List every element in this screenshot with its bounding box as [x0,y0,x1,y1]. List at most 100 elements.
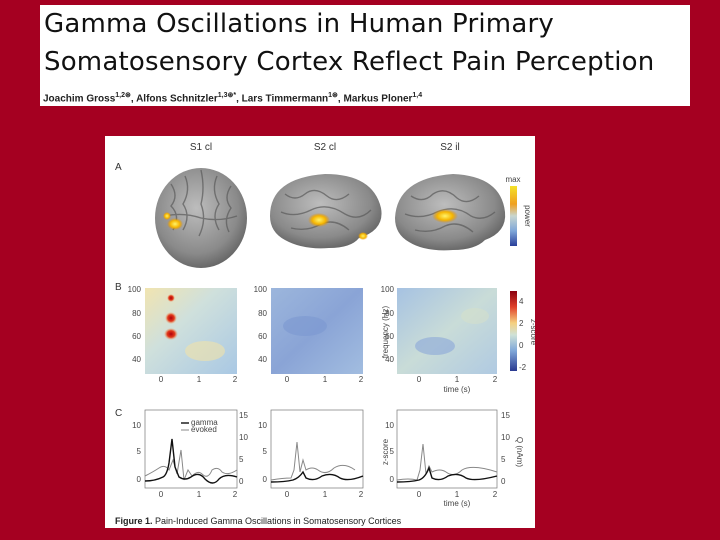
author-affiliation: 1,3⊛* [217,92,237,99]
timecourse-s2-cl: 10 5 0 [258,409,364,489]
timecourse-xaxis-ticks: 0 1 2 0 1 2 0 1 2 [159,490,498,499]
svg-text:2: 2 [493,490,498,499]
svg-text:40: 40 [132,355,141,364]
column-title-s1-cl: S1 cl [190,142,212,153]
caption-label: Figure 1. [115,516,153,526]
tf-xaxis-ticks: 0 1 2 0 1 2 0 1 2 [159,375,498,384]
author-list: Joachim Gross1,2⊛, Alfons Schnitzler1,3⊛… [43,91,422,104]
svg-text:10: 10 [501,433,510,442]
svg-text:0: 0 [239,477,244,486]
svg-text:10: 10 [239,433,248,442]
tf-map-s2-il [397,288,497,374]
timecourse-right-axis: 15 10 5 0 15 10 5 0 [239,411,510,486]
svg-text:60: 60 [385,332,394,341]
brain-image-s1-cl [155,168,247,268]
caption-text: Pain-Induced Gamma Oscillations in Somat… [152,516,402,526]
svg-text:60: 60 [258,332,267,341]
tf-yaxis-s1: 100 80 60 40 [128,285,142,364]
legend-gamma: gamma [191,418,218,427]
svg-text:2: 2 [359,375,364,384]
author-name: Alfons Schnitzler [136,93,218,105]
svg-text:0: 0 [285,375,290,384]
svg-text:15: 15 [501,411,510,420]
svg-text:80: 80 [385,309,394,318]
svg-text:0: 0 [159,375,164,384]
svg-text:2: 2 [233,490,238,499]
colorbar-power [510,186,517,246]
panel-label-a: A [115,162,122,173]
colorbar-zscore-ticks: 4 2 0 -2 [519,297,527,372]
svg-text:0: 0 [263,475,268,484]
svg-text:2: 2 [493,375,498,384]
figure-panel: S1 cl S2 cl S2 il A B C max power [105,136,535,528]
svg-text:100: 100 [128,285,142,294]
legend-evoked: evoked [191,425,217,434]
svg-text:5: 5 [263,447,268,456]
panel-label-c: C [115,408,122,419]
author-separator: , [130,93,137,105]
svg-text:0: 0 [285,490,290,499]
timecourse-s1-cl: gamma evoked 10 5 0 [132,409,238,489]
svg-text:10: 10 [132,421,141,430]
svg-text:0: 0 [390,475,395,484]
svg-text:0: 0 [417,490,422,499]
svg-text:2: 2 [359,490,364,499]
column-title-s2-cl: S2 cl [314,142,336,153]
svg-text:0: 0 [417,375,422,384]
column-title-s2-il: S2 il [440,142,459,153]
timecourse-xlabel: time (s) [444,499,471,508]
svg-text:80: 80 [258,309,267,318]
author-affiliation: 1,4 [412,92,423,99]
svg-text:-2: -2 [519,363,527,372]
svg-text:40: 40 [385,355,394,364]
paper-title-line-1: Gamma Oscillations in Human Primary [44,9,554,39]
author-name: Markus Ploner [343,93,413,105]
svg-text:0: 0 [159,490,164,499]
svg-text:80: 80 [132,309,141,318]
svg-text:1: 1 [197,490,202,499]
svg-text:5: 5 [137,447,142,456]
svg-text:5: 5 [239,455,244,464]
figure-caption: Figure 1. Pain-Induced Gamma Oscillation… [115,516,401,526]
svg-text:1: 1 [197,375,202,384]
tf-ylabel: frequency (Hz) [381,305,390,358]
colorbar-power-top: max [505,175,520,184]
svg-text:1: 1 [455,375,460,384]
brain-image-s2-cl [270,174,382,249]
svg-text:0: 0 [137,475,142,484]
author-affiliation: 1⊛ [328,92,338,99]
author-separator: , [236,93,242,105]
colorbar-zscore [510,291,517,371]
svg-text:0: 0 [501,477,506,486]
author-name: Lars Timmermann [241,93,329,105]
tf-xlabel: time (s) [444,385,471,394]
svg-text:15: 15 [239,411,248,420]
svg-text:10: 10 [258,421,267,430]
svg-text:2: 2 [233,375,238,384]
tf-map-s1-cl [145,288,237,374]
tf-map-s2-cl [271,288,363,374]
svg-text:5: 5 [501,455,506,464]
svg-text:2: 2 [519,319,524,328]
colorbar-zscore-label: z-score [529,319,535,346]
figure-graphic: S1 cl S2 cl S2 il A B C max power [115,142,535,508]
svg-text:40: 40 [258,355,267,364]
panel-label-b: B [115,282,122,293]
author-separator: , [337,93,344,105]
svg-text:5: 5 [390,447,395,456]
colorbar-power-label: power [523,205,532,227]
timecourse-y2label: Q (nAm) [515,437,524,468]
svg-text:10: 10 [385,421,394,430]
timecourse-s2-il: 10 5 0 [385,409,498,489]
svg-text:1: 1 [455,490,460,499]
svg-text:60: 60 [132,332,141,341]
svg-text:1: 1 [323,375,328,384]
svg-text:0: 0 [519,341,524,350]
svg-text:100: 100 [254,285,268,294]
tf-yaxis-s2cl: 100 80 60 40 [254,285,268,364]
author-affiliation: 1,2⊛ [115,92,131,99]
author-name: Joachim Gross [43,93,116,105]
brain-image-s2-il [395,174,506,251]
tf-yaxis-s2il: 100 80 60 40 [381,285,395,364]
svg-text:1: 1 [323,490,328,499]
